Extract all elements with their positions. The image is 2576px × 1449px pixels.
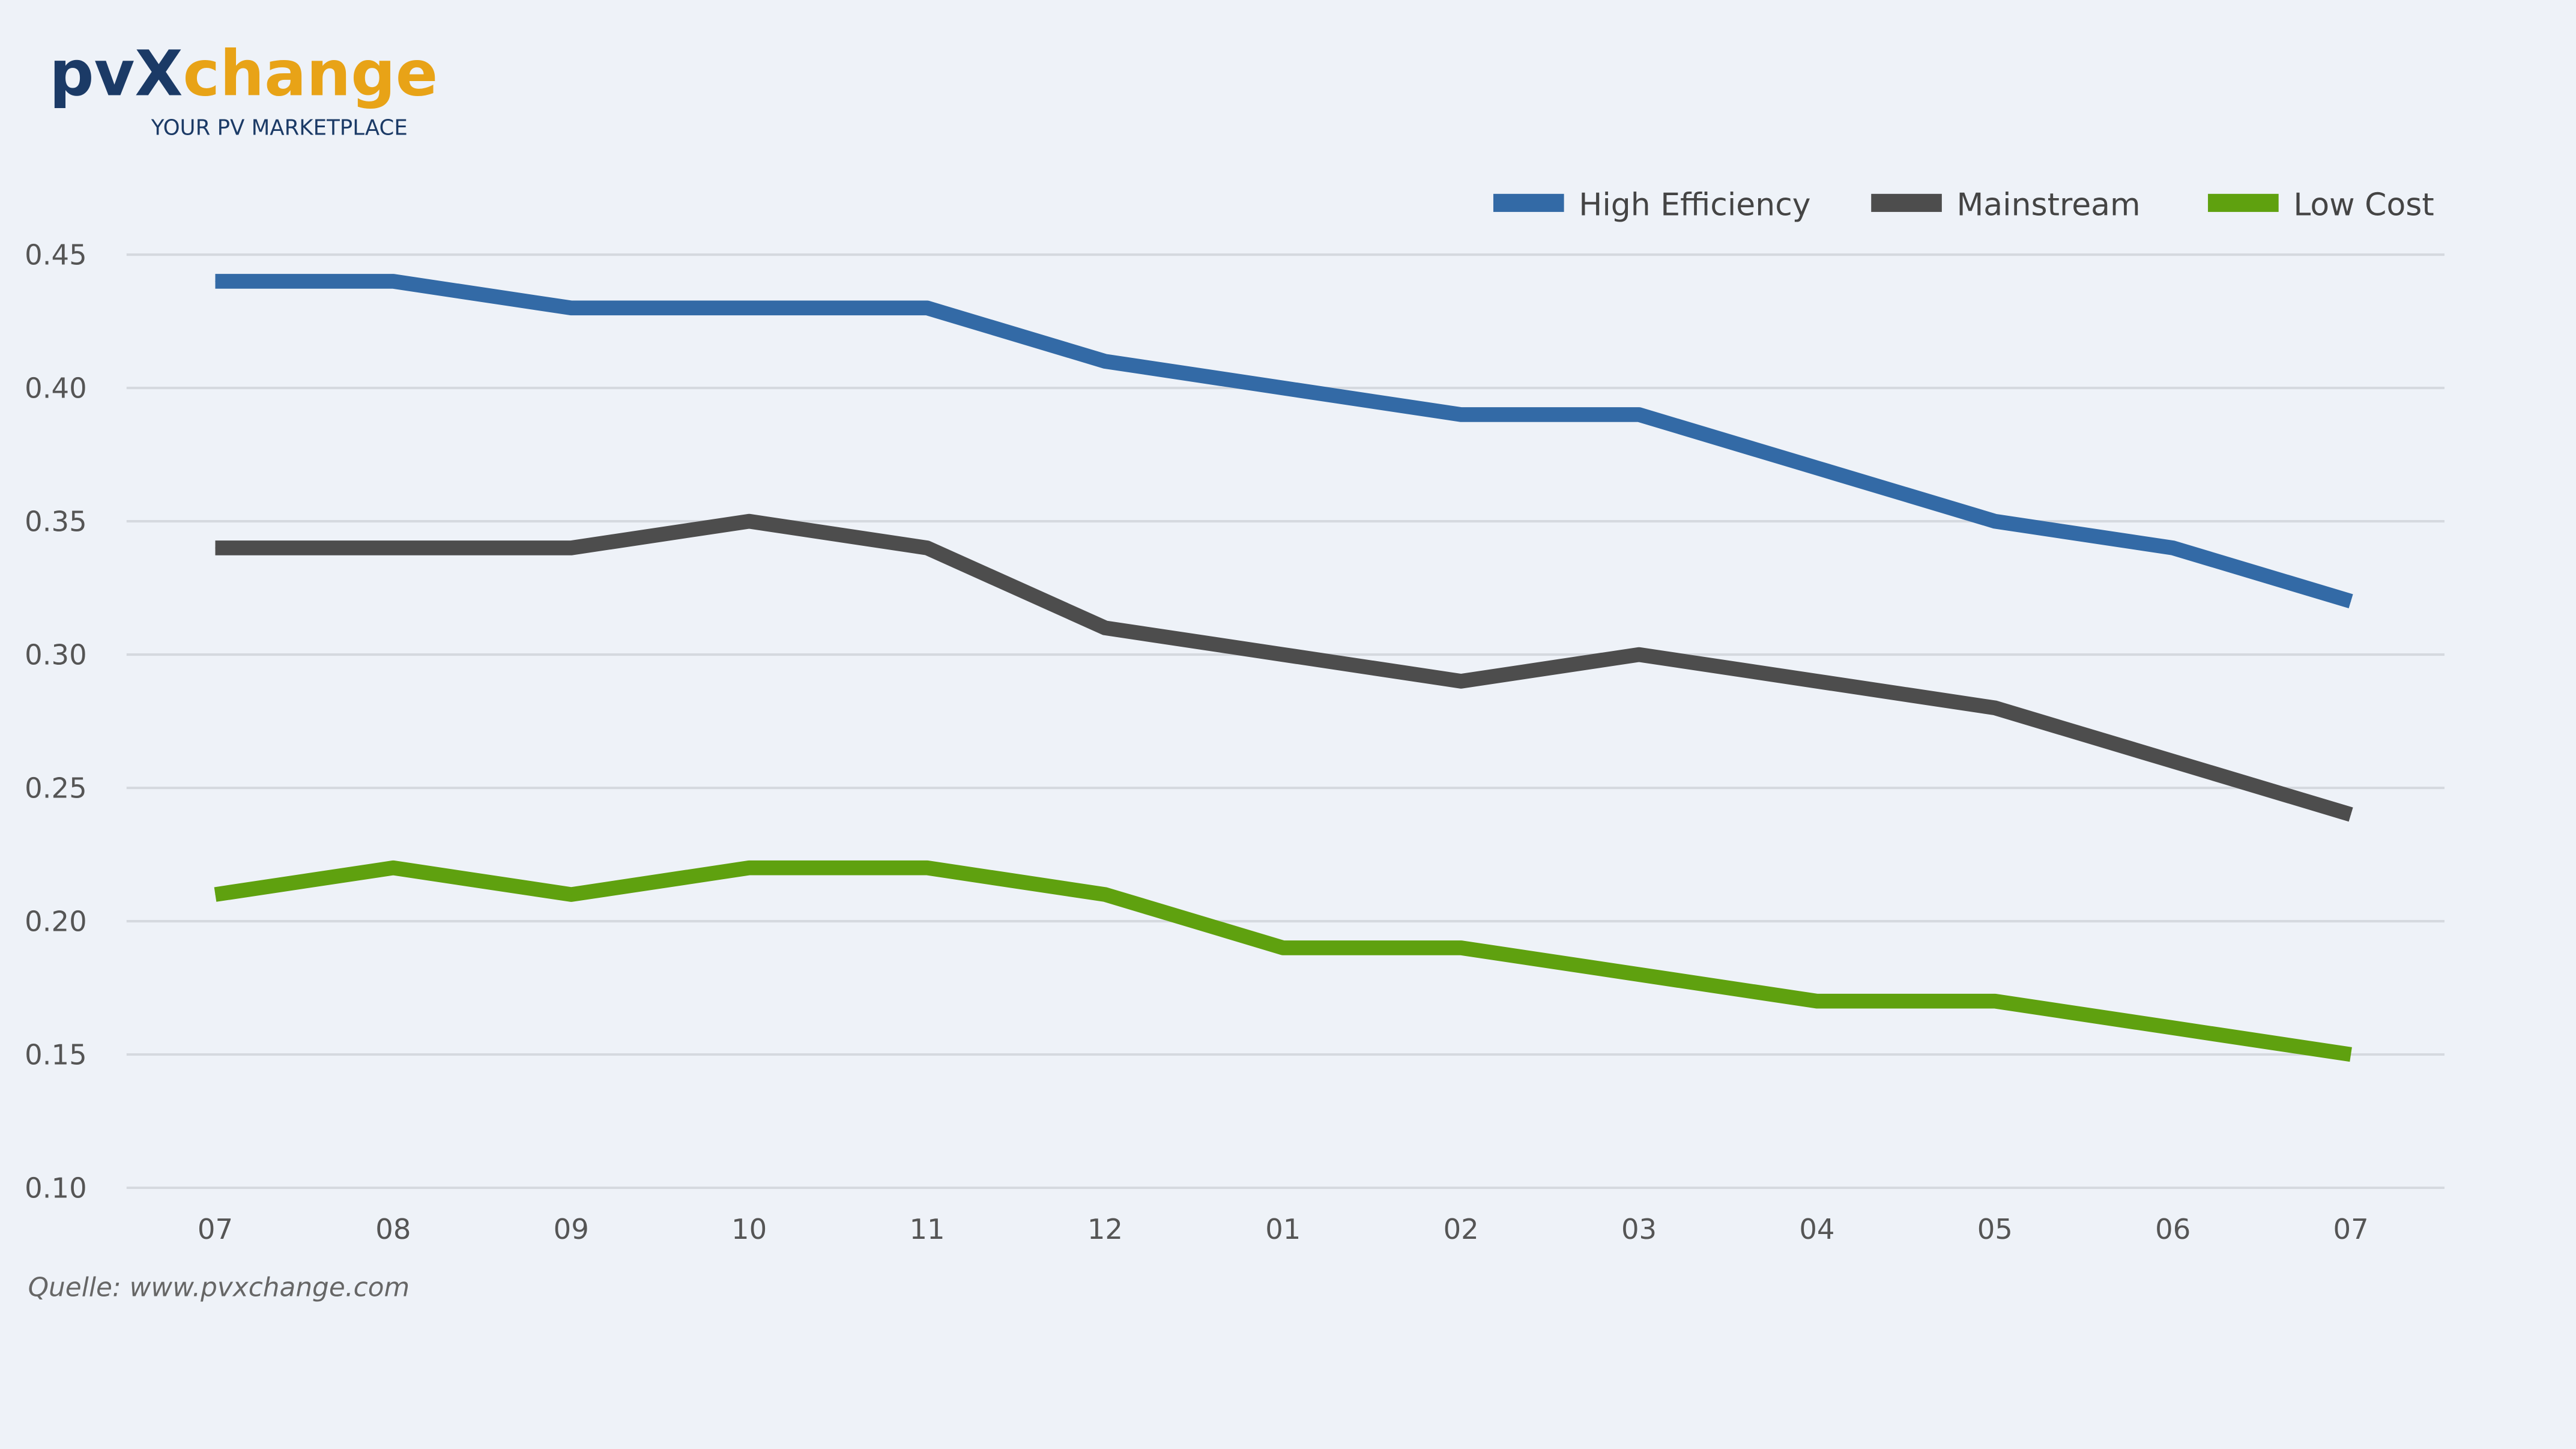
- data-point: [215, 894, 216, 895]
- y-tick-label: 0.35: [25, 505, 87, 537]
- x-tick-label: 08: [375, 1213, 411, 1245]
- x-tick-label: 02: [1444, 1213, 1479, 1245]
- source-note: Quelle: www.pvxchange.com: [28, 1272, 410, 1303]
- x-axis: 07 08 09 10 11 12 01 02 03 04 05 06 07: [198, 1213, 2369, 1245]
- data-point: [1283, 387, 1284, 389]
- legend-label: High Efficiency: [1579, 187, 1810, 223]
- logo: pvXchange YOUR PV MARKETPLACE: [49, 38, 438, 141]
- data-point: [1816, 1000, 1818, 1002]
- data-point: [1460, 414, 1462, 415]
- data-point: [215, 281, 216, 282]
- logo-tagline: YOUR PV MARKETPLACE: [151, 115, 408, 140]
- y-axis: 0.10 0.15 0.20 0.25 0.30 0.35 0.40 0.45: [25, 238, 87, 1204]
- x-tick-label: 09: [554, 1213, 589, 1245]
- y-tick-label: 0.30: [25, 638, 87, 671]
- svg-text:pvXchange: pvXchange: [49, 38, 438, 110]
- data-point: [570, 307, 572, 309]
- data-point: [570, 894, 572, 895]
- legend-item: Mainstream: [1871, 187, 2141, 223]
- legend-swatch: [1871, 193, 1942, 212]
- data-point: [393, 281, 394, 282]
- legend-item: High Efficiency: [1493, 187, 1811, 223]
- y-tick-label: 0.40: [25, 372, 87, 404]
- x-tick-label: 01: [1265, 1213, 1301, 1245]
- x-tick-label: 03: [1621, 1213, 1657, 1245]
- series-lines: [214, 274, 2353, 1062]
- x-tick-label: 11: [909, 1213, 945, 1245]
- logo-x: X: [135, 38, 183, 110]
- x-tick-label: 07: [2333, 1213, 2368, 1245]
- data-point: [1460, 681, 1462, 682]
- legend-label: Mainstream: [1956, 187, 2140, 223]
- x-tick-label: 04: [1799, 1213, 1834, 1245]
- legend: High Efficiency Mainstream Low Cost: [1493, 187, 2434, 223]
- x-tick-label: 10: [731, 1213, 767, 1245]
- data-point: [1816, 681, 1818, 682]
- x-tick-label: 05: [1977, 1213, 2013, 1245]
- y-tick-label: 0.45: [25, 238, 87, 271]
- y-tick-label: 0.25: [25, 772, 87, 804]
- x-tick-label: 12: [1087, 1213, 1123, 1245]
- data-point: [2172, 1027, 2173, 1028]
- y-tick-label: 0.15: [25, 1038, 87, 1071]
- x-tick-label: 07: [198, 1213, 233, 1245]
- y-tick-label: 0.20: [25, 905, 87, 937]
- legend-swatch: [1493, 193, 1564, 212]
- y-tick-label: 0.10: [25, 1172, 87, 1204]
- legend-label: Low Cost: [2293, 187, 2434, 223]
- x-tick-label: 06: [2155, 1213, 2191, 1245]
- legend-swatch: [2208, 193, 2279, 212]
- data-point: [927, 307, 928, 309]
- legend-item: Low Cost: [2208, 187, 2434, 223]
